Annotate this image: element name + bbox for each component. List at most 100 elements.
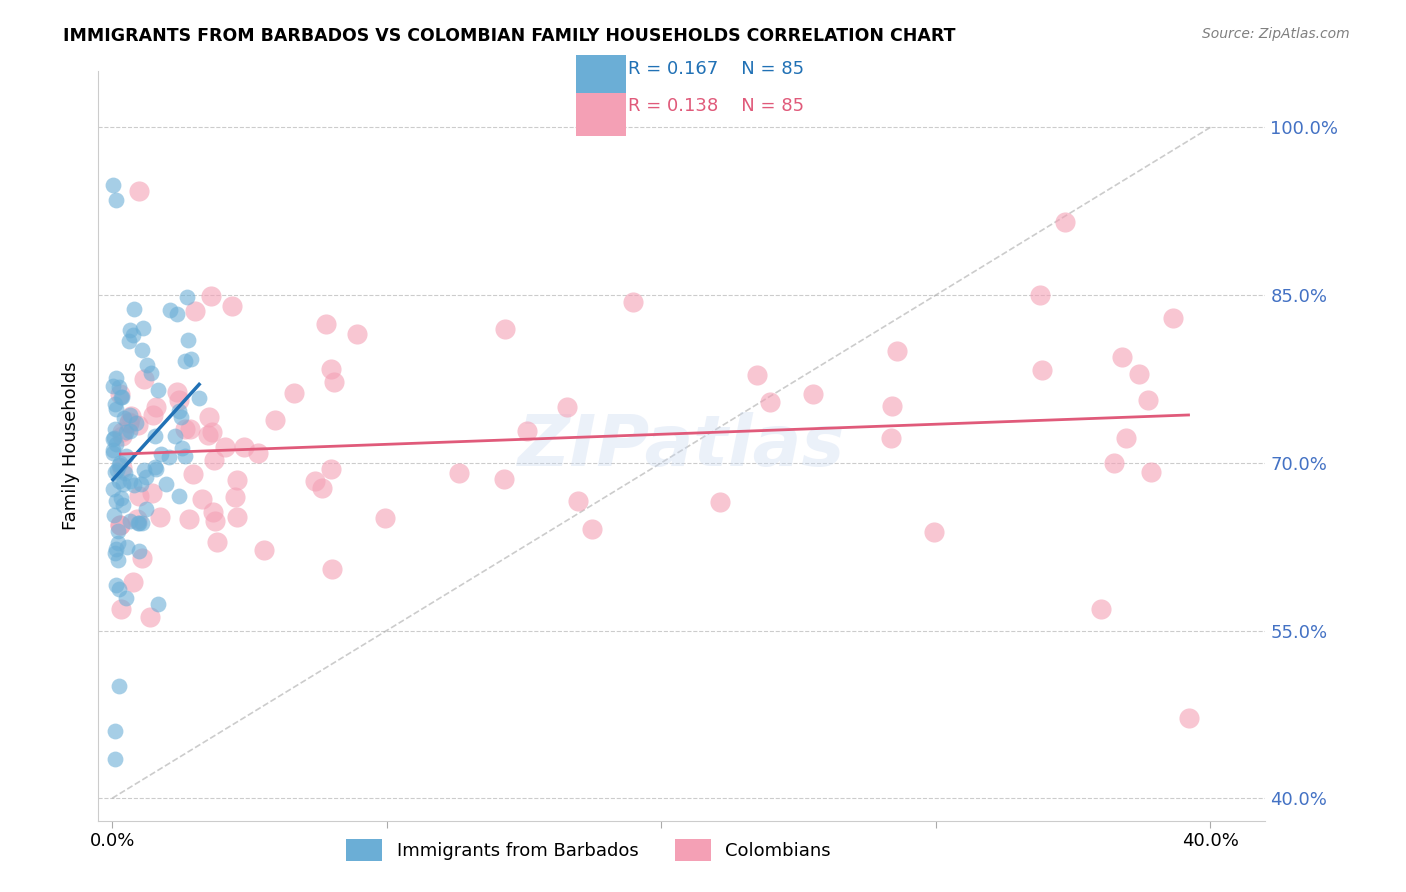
Point [120, 474, 142, 488]
Point [169, 489, 191, 503]
Point [224, 490, 246, 504]
Y-axis label: Family Households: Family Households [62, 362, 80, 530]
Point [103, 431, 125, 445]
Point [225, 473, 247, 487]
Point [922, 525, 945, 540]
Point [173, 422, 195, 436]
Point [108, 457, 131, 471]
Point [103, 379, 125, 393]
Point [128, 489, 150, 503]
Point [105, 463, 128, 477]
Point [246, 446, 269, 460]
Point [759, 395, 782, 409]
Text: IMMIGRANTS FROM BARBADOS VS COLOMBIAN FAMILY HOUSEHOLDS CORRELATION CHART: IMMIGRANTS FROM BARBADOS VS COLOMBIAN FA… [63, 27, 956, 45]
Point [623, 295, 645, 310]
Point [170, 410, 193, 425]
Point [110, 425, 132, 439]
Point [157, 450, 180, 465]
Point [128, 516, 150, 530]
Point [110, 390, 132, 404]
Point [880, 399, 903, 413]
Point [122, 575, 145, 590]
Point [374, 510, 396, 524]
Point [494, 322, 516, 336]
Point [125, 512, 148, 526]
Point [1115, 431, 1137, 445]
Point [132, 320, 155, 334]
Point [101, 442, 124, 457]
Point [122, 328, 145, 343]
Point [148, 597, 170, 611]
Point [139, 610, 162, 624]
Point [1102, 456, 1125, 470]
Point [111, 461, 134, 475]
Point [120, 409, 142, 423]
Point [110, 387, 132, 401]
Point [127, 418, 149, 433]
Point [132, 462, 155, 476]
Point [184, 304, 207, 318]
Point [107, 536, 129, 550]
Point [104, 397, 127, 411]
Point [1163, 310, 1185, 325]
Point [204, 514, 226, 528]
Point [886, 344, 908, 359]
Point [174, 450, 197, 464]
Point [110, 491, 132, 505]
Point [108, 679, 131, 693]
Point [117, 540, 139, 554]
Point [159, 302, 181, 317]
Point [201, 505, 224, 519]
Point [557, 400, 579, 414]
Point [114, 466, 136, 480]
Point [169, 403, 191, 417]
Point [311, 481, 333, 495]
Point [105, 577, 128, 591]
Point [1029, 288, 1052, 302]
Point [118, 424, 141, 438]
Point [128, 184, 150, 198]
Point [202, 453, 225, 467]
Point [141, 485, 163, 500]
Point [253, 543, 276, 558]
Point [105, 493, 128, 508]
Point [1111, 350, 1133, 364]
Point [107, 475, 129, 489]
Point [449, 466, 471, 480]
Point [1177, 711, 1199, 725]
Point [105, 541, 128, 556]
Point [304, 475, 326, 489]
Point [166, 385, 188, 400]
Point [127, 516, 149, 531]
Point [104, 724, 127, 739]
Point [516, 424, 538, 438]
Point [145, 462, 167, 476]
Point [322, 375, 344, 389]
Point [264, 413, 287, 427]
Point [146, 383, 169, 397]
Point [169, 393, 191, 408]
Point [132, 371, 155, 385]
Point [118, 334, 141, 348]
Point [143, 460, 166, 475]
Point [177, 333, 200, 347]
Text: R = 0.167    N = 85: R = 0.167 N = 85 [628, 60, 804, 78]
Point [120, 514, 142, 528]
Point [110, 518, 132, 533]
Point [104, 466, 127, 480]
Point [180, 351, 202, 366]
Point [136, 358, 159, 372]
Point [179, 422, 201, 436]
Point [567, 494, 589, 508]
Point [139, 366, 162, 380]
Point [188, 391, 211, 405]
Point [108, 458, 131, 472]
Point [124, 478, 146, 492]
Point [191, 492, 214, 507]
Point [319, 362, 342, 376]
Point [135, 501, 157, 516]
Point [101, 432, 124, 446]
Point [1128, 367, 1150, 381]
Point [880, 431, 903, 445]
Point [129, 476, 152, 491]
